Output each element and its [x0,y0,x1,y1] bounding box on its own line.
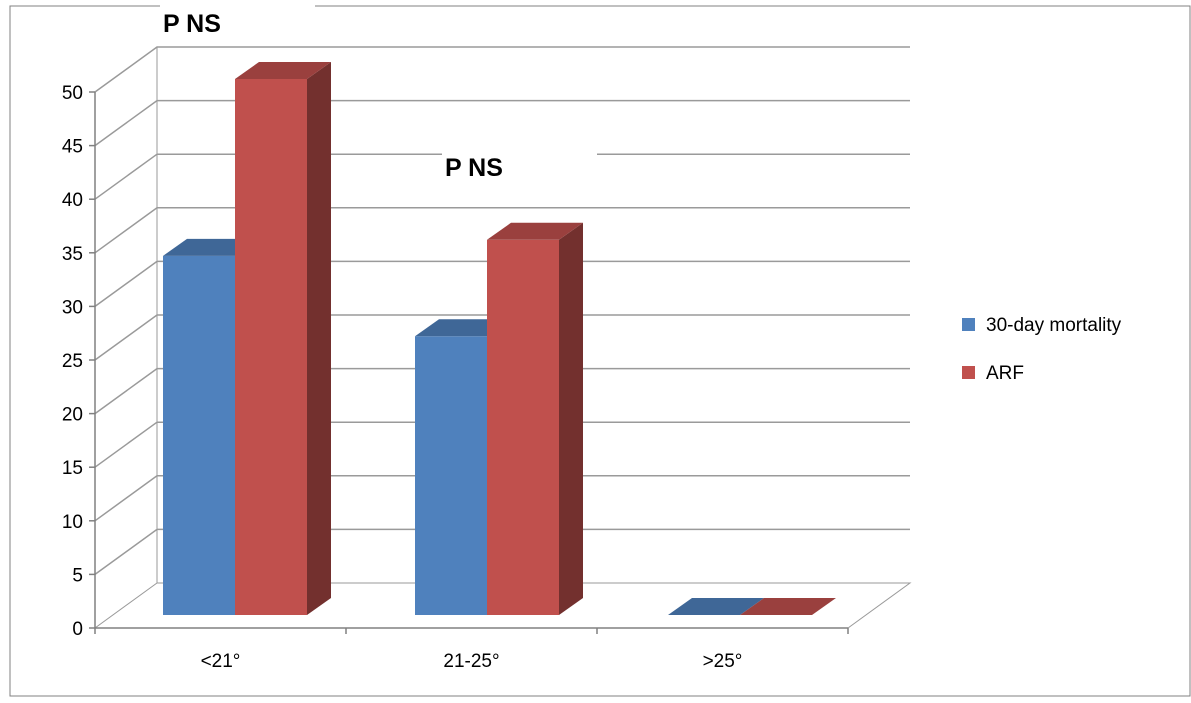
y-tick-label: 20 [62,405,83,426]
bar [668,598,764,615]
bar-side [559,222,583,616]
bars [163,62,836,616]
y-tick-label: 40 [62,190,83,211]
y-tick-label: 15 [62,458,83,479]
bar [740,598,836,615]
x-tick-label: 21-25° [443,651,499,672]
y-tick-label: 30 [62,297,83,318]
bar-front [487,239,559,616]
legend-label: ARF [986,363,1024,384]
annotations: P NS P NS [160,0,597,184]
legend-swatch [962,318,975,331]
y-tick-label: 45 [62,137,83,158]
bar [487,222,583,616]
annotation-label: P NS [445,154,503,182]
annotation-bg [160,0,315,40]
x-axis-labels: <21° 21-25° >25° [201,651,743,672]
bar-top [235,62,331,79]
bar-top [740,598,836,615]
bar-front [163,255,235,615]
annotation-bg [442,144,597,184]
y-tick-label: 25 [62,351,83,372]
legend: 30-day mortality ARF [962,315,1122,384]
bar-front [235,79,307,615]
x-tick-label: <21° [201,651,241,672]
bar [235,62,331,615]
bar-top [487,222,583,240]
y-axis-ticks: 0 5 10 15 20 25 30 35 40 45 50 [62,83,95,640]
y-tick-label: 5 [72,565,83,586]
x-tick-label: >25° [703,651,743,672]
y-tick-label: 35 [62,244,83,265]
annotation-label: P NS [163,10,221,38]
bar-top [668,598,764,615]
legend-label: 30-day mortality [986,315,1122,336]
bar-side [307,62,331,615]
bar-front [415,336,487,615]
y-tick-label: 0 [72,619,83,640]
legend-swatch [962,366,975,379]
y-tick-label: 50 [62,83,83,104]
y-tick-label: 10 [62,512,83,533]
